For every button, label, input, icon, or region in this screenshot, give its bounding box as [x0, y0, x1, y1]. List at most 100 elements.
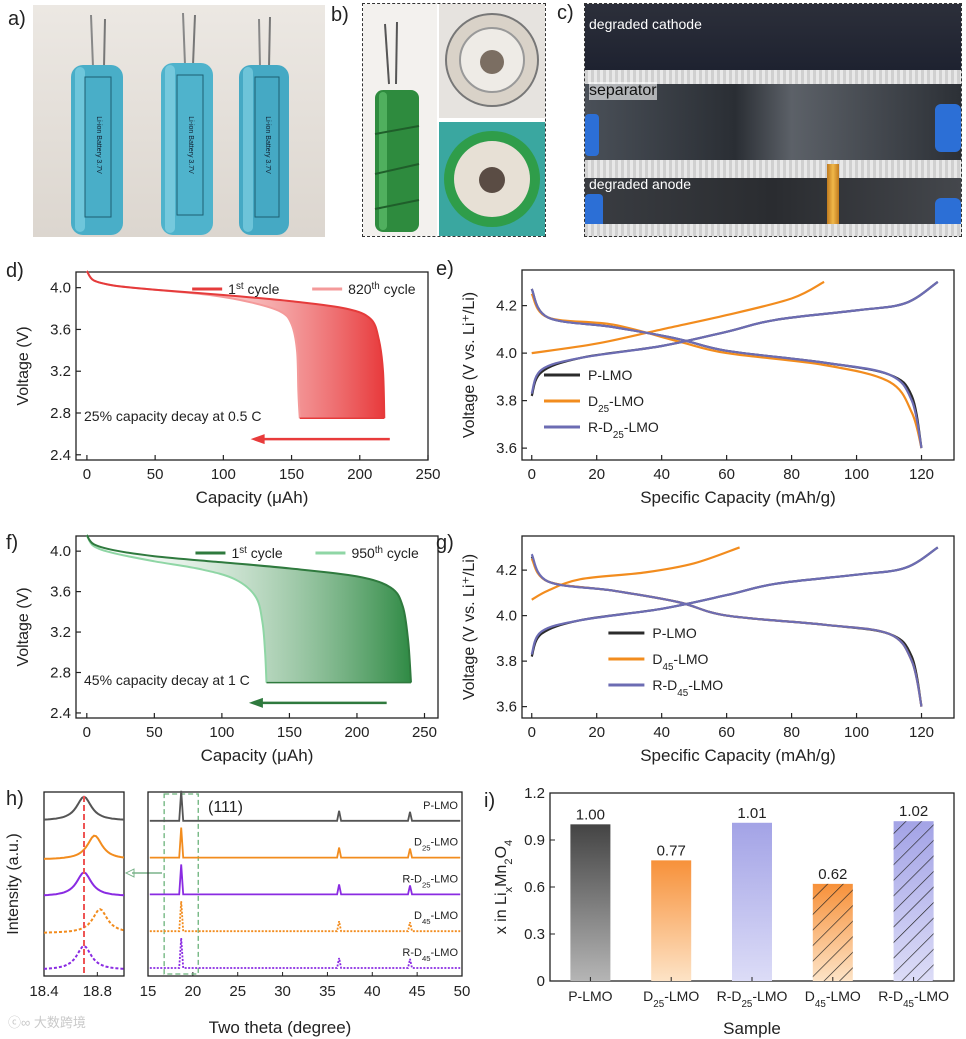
glove-left [585, 114, 599, 156]
legend-label-g-0: P-LMO [652, 625, 696, 641]
x-tick-label-e: 120 [909, 466, 934, 483]
xrd-label-1: D25-LMO [414, 837, 458, 853]
bar-value-label-0: 1.00 [576, 806, 605, 823]
y-tick-label-d: 3.2 [50, 363, 71, 380]
battery-wrap-text-3: Li-ion Battery 3.7V [264, 116, 271, 174]
bar-0 [570, 824, 611, 981]
main-x-tick-label: 35 [319, 983, 336, 1000]
x-axis-label-g: Specific Capacity (mAh/g) [640, 746, 836, 765]
y-tick-label-g: 3.6 [496, 699, 517, 716]
xrd-label-3: D45-LMO [414, 910, 458, 926]
legend-label-e-0: P-LMO [588, 367, 632, 383]
legend-label-d-1: 820th cycle [348, 281, 416, 298]
charge-curve-g-2 [530, 546, 939, 655]
decay-arrowhead-f [248, 697, 263, 708]
y-tick-label-i: 1.2 [524, 785, 545, 802]
bar-category-label-0: P-LMO [568, 988, 612, 1004]
inset-x-tick-label: 18.8 [83, 983, 112, 1000]
main-x-tick-label: 15 [140, 983, 157, 1000]
plot-frame-e [521, 269, 955, 461]
panel-label-c: c) [557, 2, 574, 24]
battery-wrap-text-2: Li-ion Battery 3.7V [187, 116, 194, 174]
x-tick-label-f: 50 [146, 724, 163, 741]
plot-frame-g [521, 535, 955, 719]
x-tick-label-g: 40 [653, 724, 670, 741]
plot-frame-f [75, 535, 439, 719]
photo-opened-cell [362, 3, 546, 237]
charge-curve-g-0 [530, 546, 939, 658]
y-axis-label-f: Voltage (V) [15, 587, 32, 666]
xrd-pattern-1 [149, 827, 461, 859]
y-tick-label-f: 3.6 [50, 584, 71, 601]
y-tick-label-i: 0.3 [524, 926, 545, 943]
main-xrd-frame [147, 791, 463, 977]
x-tick-label-d: 250 [415, 466, 440, 483]
capacity-fade-region-d [86, 271, 385, 419]
x-tick-label-e: 40 [653, 466, 670, 483]
battery-2 [161, 12, 213, 235]
y-tick-label-d: 3.6 [50, 321, 71, 338]
photo-degraded-components: degraded cathode separator degraded anod… [584, 3, 962, 237]
bar-value-label-2: 1.01 [737, 805, 766, 822]
y-tick-label-f: 2.4 [50, 705, 71, 722]
main-x-tick-label: 50 [454, 983, 471, 1000]
y-tick-label-e: 4.0 [496, 345, 517, 362]
x-tick-label-f: 250 [412, 724, 437, 741]
panel-label-e: e) [436, 258, 454, 280]
x-tick-label-g: 20 [588, 724, 605, 741]
chart-e-specific-capacity-d25: 0 20 40 60 80 100 120 3.6 3.8 4.0 4.2 Specific Capa… [461, 269, 955, 507]
discharge-curve-e-1 [530, 293, 923, 449]
discharge-curve-g-0 [530, 555, 923, 707]
bar-1 [651, 860, 692, 981]
x-tick-label-g: 0 [528, 724, 536, 741]
bar-value-label-3: 0.62 [818, 866, 847, 883]
xrd-pattern-2 [149, 864, 461, 896]
cathode-strip [585, 4, 961, 70]
x-tick-label-g: 120 [909, 724, 934, 741]
x-tick-label-g: 60 [718, 724, 735, 741]
x-tick-label-d: 0 [83, 466, 91, 483]
first-cycle-curve-d [86, 270, 386, 419]
legend-label-f-0: 1st cycle [231, 545, 282, 562]
y-axis-label-i: x in LixMn2O4 [493, 840, 515, 935]
photo-batteries: Li-ion Battery 3.7V Li-ion Battery 3.7V … [33, 5, 325, 237]
x-axis-label-e: Specific Capacity (mAh/g) [640, 488, 836, 507]
charge-curve-g-1 [531, 546, 740, 601]
xrd-pattern-4 [149, 937, 461, 969]
charge-curve-e-2 [530, 280, 939, 394]
x-tick-label-f: 0 [83, 724, 91, 741]
y-tick-label-i: 0.9 [524, 832, 545, 849]
y-tick-label-d: 2.8 [50, 405, 71, 422]
y-tick-label-f: 3.2 [50, 624, 71, 641]
x-axis-label-d: Capacity (μAh) [196, 488, 309, 507]
caption-separator: separator [589, 82, 657, 100]
watermark: ⓒ∞ 大数跨境 [8, 1012, 86, 1031]
bar-category-label-1: D25-LMO [643, 988, 699, 1010]
legend-label-g-2: R-D45-LMO [652, 677, 723, 699]
legend-label-e-1: D25-LMO [588, 393, 644, 415]
x-axis-label-h: Two theta (degree) [209, 1018, 352, 1037]
x-tick-label-f: 200 [344, 724, 369, 741]
x-tick-label-e: 100 [844, 466, 869, 483]
last-cycle-curve-f [85, 534, 268, 683]
first-cycle-curve-f [85, 534, 412, 683]
y-axis-label-h: Intensity (a.u.) [5, 833, 22, 934]
peak-111-label: (111) [208, 799, 243, 816]
xrd-pattern-0 [149, 790, 461, 822]
caption-cathode: degraded cathode [589, 16, 702, 32]
legend-label-f-1: 950th cycle [351, 545, 419, 562]
chart-h-xrd: 18.4 18.8 Intensity (a.u.) 15 20 25 30 35 40 45 50… [5, 790, 471, 1037]
x-tick-label-d: 150 [279, 466, 304, 483]
opened-cell-illustration [363, 4, 545, 236]
y-tick-label-i: 0 [537, 973, 545, 990]
glove-right [935, 104, 961, 152]
y-tick-label-g: 4.2 [496, 562, 517, 579]
main-x-tick-label: 25 [229, 983, 246, 1000]
panel-label-f: f) [6, 532, 19, 554]
bar-category-label-3: D45-LMO [805, 988, 861, 1010]
anode-tab [827, 164, 839, 224]
xrd-label-0: P-LMO [423, 800, 458, 812]
inset-peak-4 [43, 944, 125, 970]
charge-curve-e-1 [531, 280, 825, 355]
